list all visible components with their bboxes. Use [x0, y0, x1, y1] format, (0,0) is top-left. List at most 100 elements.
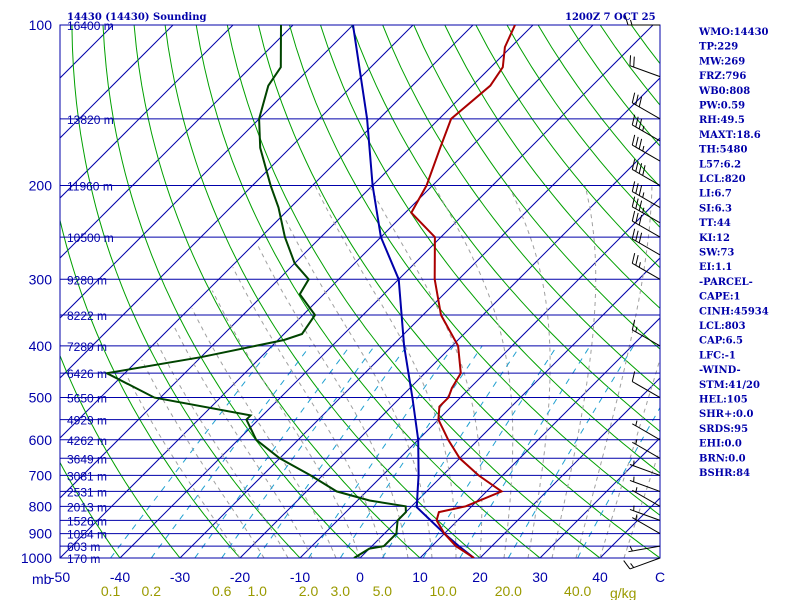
height-label: 11960 m — [67, 179, 113, 193]
wind-barb-165 — [631, 114, 661, 142]
isotherm--120 — [60, 25, 174, 139]
temperature-tick-label: 10 — [412, 569, 428, 585]
mixing-ratio-tick-label: 5.0 — [373, 583, 393, 599]
index-line: EI:1.1 — [699, 262, 732, 273]
moist-adiabat--16 — [141, 359, 265, 558]
mixing-ratio-unit: g/kg — [610, 585, 636, 600]
wind-barb-600 — [632, 420, 661, 441]
index-line: BSHR:84 — [699, 468, 750, 479]
height-label: 170 m — [67, 552, 100, 566]
isotherm--100 — [60, 25, 294, 259]
index-line: MW:269 — [699, 56, 745, 67]
index-line: CINH:45934 — [699, 306, 769, 317]
wind-barb-500 — [631, 371, 661, 398]
index-line: HEL:105 — [699, 395, 748, 406]
moist-adiabat--4 — [191, 308, 337, 558]
temperature-tick-label: 20 — [472, 569, 488, 585]
index-line: L57:6.2 — [699, 159, 741, 170]
height-label: 16400 m — [67, 19, 114, 33]
wind-barb-150 — [631, 92, 661, 120]
isotherm--70 — [60, 25, 474, 439]
index-line: LFC:-1 — [699, 350, 736, 361]
wind-barb-180 — [631, 134, 661, 162]
height-label: 5650 m — [67, 392, 107, 406]
height-label: 3081 m — [67, 469, 107, 483]
wind-barb-270 — [631, 228, 661, 256]
height-label: 1054 m — [67, 528, 107, 542]
index-line: MAXT:18.6 — [699, 130, 761, 141]
dry-adiabat-60 — [289, 25, 660, 516]
mixing-ratio-tick-labels: 0.1 0.2 0.6 1.0 2.0 3.0 5.0 10.0 20.0 40.0 — [101, 583, 592, 599]
wind-barb-235 — [631, 196, 661, 224]
isotherm--50 — [60, 25, 594, 558]
index-line: WMO:14430 — [698, 27, 769, 38]
wind-barb-950 — [628, 545, 661, 553]
mixing-ratio-line-40 — [577, 406, 660, 558]
height-label: 2013 m — [67, 500, 107, 514]
pressure-tick-labels: 100 200 300 400 500 600 700 800 900 1000 — [21, 17, 52, 566]
height-label: 7280 m — [67, 340, 107, 354]
index-line: -PARCEL- — [699, 277, 753, 288]
index-line: TH:5480 — [699, 145, 747, 156]
isotherm--20 — [239, 137, 660, 558]
moist-adiabat-24 — [433, 185, 514, 558]
index-line: LCL:820 — [699, 174, 746, 185]
isotherm--40 — [119, 25, 654, 558]
height-label: 10500 m — [67, 231, 114, 245]
isotherm--80 — [60, 25, 414, 379]
temperature-tick-label: 0 — [356, 569, 364, 585]
wind-barb-750 — [629, 476, 661, 492]
height-label: 13820 m — [67, 113, 114, 127]
index-line: TT:44 — [699, 218, 731, 229]
index-line: BRN:0.0 — [699, 453, 746, 464]
isobar-lines — [60, 25, 660, 558]
isotherm-10 — [419, 317, 660, 558]
wind-barb-650 — [632, 439, 661, 459]
mixing-ratio-tick-label: 0.1 — [101, 583, 121, 599]
pressure-tick-label: 700 — [29, 467, 53, 483]
series-dewpoint-line — [103, 25, 407, 558]
mixing-ratio-line-2 — [308, 345, 454, 558]
pressure-tick-label: 500 — [29, 390, 53, 406]
mixing-ratio-line-0.6 — [221, 345, 375, 558]
index-line: RH:49.5 — [699, 115, 745, 126]
moist-adiabat-8 — [257, 245, 409, 558]
index-line: SI:6.3 — [699, 203, 732, 214]
height-label: 3649 m — [67, 452, 107, 466]
series-temperature-line — [410, 25, 516, 558]
isotherm--60 — [60, 25, 534, 499]
dry-adiabat-120 — [475, 25, 660, 269]
height-label: 1526 m — [67, 514, 107, 528]
pressure-tick-label: 100 — [29, 17, 53, 33]
height-label: 8222 m — [67, 309, 107, 323]
index-line: SRDS:95 — [699, 424, 748, 435]
isotherm--110 — [60, 25, 234, 199]
isotherm--10 — [299, 197, 660, 558]
moist-adiabat-28 — [508, 185, 551, 558]
mixing-ratio-line-3 — [339, 345, 483, 558]
index-line: SW:73 — [699, 248, 734, 259]
temperature-tick-labels: -50 -40 -30 -20 -10 0 10 20 30 40 C — [50, 569, 665, 585]
temperature-tick-label: 30 — [532, 569, 548, 585]
pressure-tick-label: 300 — [29, 271, 53, 287]
height-label: 6426 m — [67, 367, 107, 381]
pressure-tick-label: 400 — [29, 338, 53, 354]
chart-time: 1200Z 7 OCT 25 — [565, 12, 656, 23]
mixing-ratio-tick-label: 1.0 — [247, 583, 267, 599]
index-line: PW:0.59 — [699, 101, 745, 112]
pressure-tick-label: 800 — [29, 498, 53, 514]
index-line: TP:229 — [699, 42, 738, 53]
isotherm-30 — [539, 437, 660, 558]
isotherm-20 — [479, 377, 660, 558]
chart-title: 14430 (14430) Sounding — [67, 12, 207, 23]
temperature-tick-label: -30 — [170, 569, 190, 585]
moist-adiabat-lines — [125, 185, 660, 558]
mixing-ratio-lines — [110, 345, 660, 558]
mixing-ratio-tick-label: 0.6 — [212, 583, 232, 599]
wind-barbs — [623, 14, 661, 570]
moist-adiabat-16 — [314, 185, 457, 558]
dry-adiabat-220 — [787, 25, 800, 558]
index-line: EHI:0.0 — [699, 439, 742, 450]
temperature-tick-label: 40 — [592, 569, 608, 585]
wind-barb-800 — [632, 487, 661, 507]
